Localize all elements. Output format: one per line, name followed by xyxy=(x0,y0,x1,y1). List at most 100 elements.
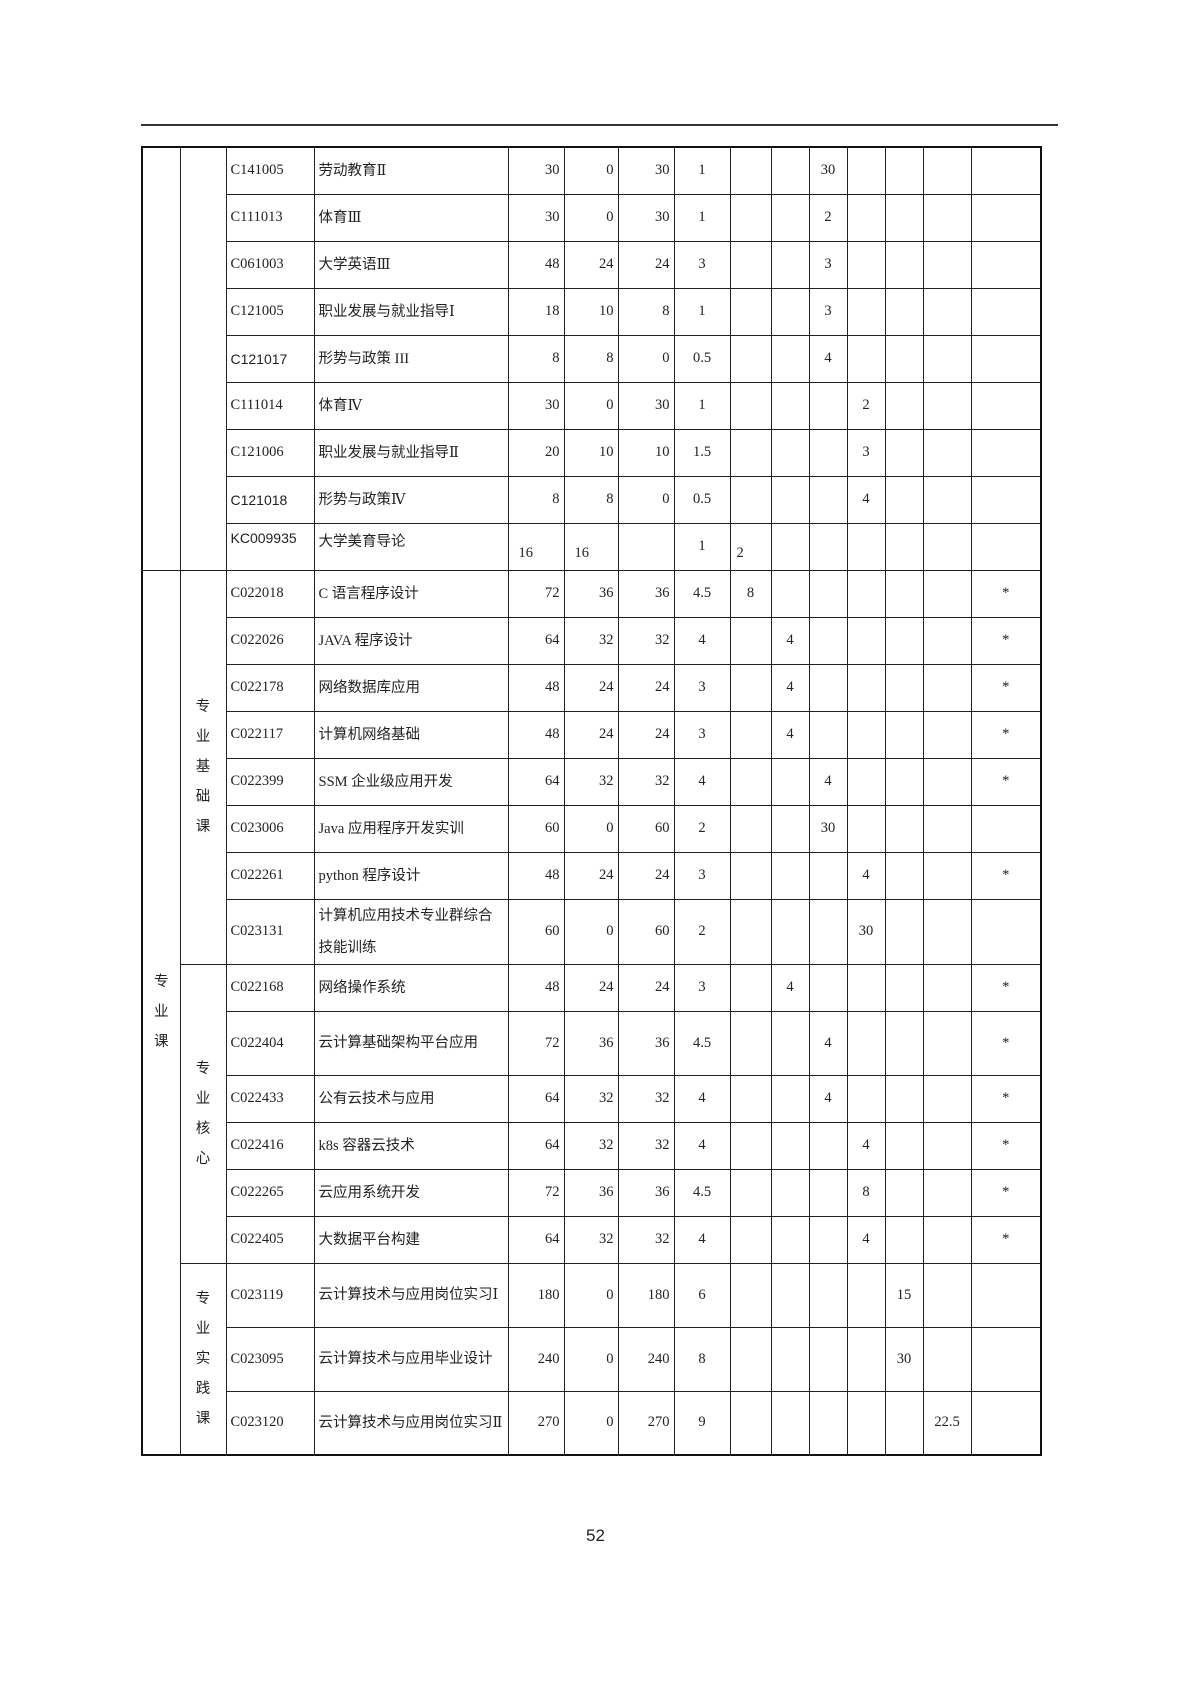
semester-hours-3 xyxy=(808,381,848,430)
theory-hours: 10 xyxy=(563,287,619,336)
semester-hours-5 xyxy=(884,193,924,242)
semester-hours-3: 3 xyxy=(808,240,848,289)
semester-hours-3 xyxy=(808,1215,848,1264)
semester-hours-5 xyxy=(884,287,924,336)
semester-hours-2 xyxy=(770,428,810,477)
semester-hours-6 xyxy=(922,804,972,853)
credits: 4 xyxy=(673,1121,731,1170)
semester-hours-3: 4 xyxy=(808,1074,848,1123)
theory-hours: 0 xyxy=(563,146,619,195)
semester-hours-6 xyxy=(922,1168,972,1217)
theory-hours: 8 xyxy=(563,475,619,524)
course-name: 职业发展与就业指导Ⅱ xyxy=(313,428,509,477)
core-course-mark: * xyxy=(970,616,1042,665)
semester-hours-5 xyxy=(884,616,924,665)
semester-hours-1 xyxy=(729,428,772,477)
theory-hours: 0 xyxy=(563,1390,619,1456)
practice-hours: 24 xyxy=(617,663,675,712)
semester-hours-3 xyxy=(808,898,848,965)
semester-hours-1: 8 xyxy=(729,569,772,618)
credits: 1.5 xyxy=(673,428,731,477)
total-hours: 20 xyxy=(507,428,565,477)
course-code: C022433 xyxy=(225,1074,315,1123)
semester-hours-4 xyxy=(846,334,886,383)
course-name: 体育Ⅲ xyxy=(313,193,509,242)
semester-hours-2 xyxy=(770,1262,810,1328)
semester-hours-6 xyxy=(922,1074,972,1123)
core-course-mark: * xyxy=(970,1074,1042,1123)
practice-hours: 30 xyxy=(617,193,675,242)
total-hours: 48 xyxy=(507,240,565,289)
credits: 4 xyxy=(673,616,731,665)
credits: 8 xyxy=(673,1326,731,1392)
semester-hours-5 xyxy=(884,428,924,477)
practice-hours: 32 xyxy=(617,616,675,665)
practice-hours xyxy=(617,522,675,571)
theory-hours: 32 xyxy=(563,757,619,806)
semester-hours-4 xyxy=(846,569,886,618)
semester-hours-2 xyxy=(770,757,810,806)
total-hours: 64 xyxy=(507,757,565,806)
theory-hours: 0 xyxy=(563,381,619,430)
practice-hours: 32 xyxy=(617,1215,675,1264)
semester-hours-2 xyxy=(770,1168,810,1217)
semester-hours-2 xyxy=(770,475,810,524)
course-code: KC009935 xyxy=(225,522,315,571)
semester-hours-2 xyxy=(770,1326,810,1392)
table-row: C022026 JAVA 程序设计 64 32 32 4 4 * xyxy=(142,616,1042,665)
course-code: C022404 xyxy=(225,1010,315,1076)
semester-hours-4: 3 xyxy=(846,428,886,477)
semester-hours-5 xyxy=(884,146,924,195)
total-hours: 48 xyxy=(507,663,565,712)
practice-hours: 24 xyxy=(617,710,675,759)
semester-hours-1 xyxy=(729,381,772,430)
credits: 3 xyxy=(673,663,731,712)
course-name: 云计算技术与应用岗位实习Ⅰ xyxy=(313,1262,509,1328)
semester-hours-3: 30 xyxy=(808,804,848,853)
course-name: 大学英语Ⅲ xyxy=(313,240,509,289)
semester-hours-4 xyxy=(846,1010,886,1076)
semester-hours-1 xyxy=(729,240,772,289)
practice-hours: 24 xyxy=(617,963,675,1012)
semester-hours-4 xyxy=(846,710,886,759)
theory-hours: 32 xyxy=(563,1074,619,1123)
practice-hours: 24 xyxy=(617,240,675,289)
semester-hours-6 xyxy=(922,616,972,665)
total-hours: 240 xyxy=(507,1326,565,1392)
semester-hours-1 xyxy=(729,1215,772,1264)
semester-hours-2: 4 xyxy=(770,663,810,712)
semester-hours-2: 4 xyxy=(770,616,810,665)
semester-hours-6 xyxy=(922,1010,972,1076)
subcategory-label xyxy=(179,146,227,571)
total-hours: 64 xyxy=(507,1215,565,1264)
course-code: C022178 xyxy=(225,663,315,712)
semester-hours-4 xyxy=(846,522,886,571)
core-course-mark: * xyxy=(970,1010,1042,1076)
semester-hours-1 xyxy=(729,1074,772,1123)
semester-hours-4 xyxy=(846,193,886,242)
total-hours: 60 xyxy=(507,898,565,965)
course-plan-table: C141005 劳动教育Ⅱ 30 0 30 1 30 C111013 体育Ⅲ 30 0 30 1 2 C06… xyxy=(141,146,1042,1456)
semester-hours-6 xyxy=(922,710,972,759)
semester-hours-4: 8 xyxy=(846,1168,886,1217)
credits: 1 xyxy=(673,522,731,571)
semester-hours-1: 2 xyxy=(729,522,772,571)
semester-hours-1 xyxy=(729,757,772,806)
practice-hours: 32 xyxy=(617,1121,675,1170)
theory-hours: 0 xyxy=(563,1262,619,1328)
core-course-mark xyxy=(970,1390,1042,1456)
semester-hours-2 xyxy=(770,334,810,383)
practice-hours: 32 xyxy=(617,1074,675,1123)
course-code: C141005 xyxy=(225,146,315,195)
theory-hours: 32 xyxy=(563,616,619,665)
theory-hours: 0 xyxy=(563,898,619,965)
core-course-mark: * xyxy=(970,1121,1042,1170)
table-row: C022117 计算机网络基础 48 24 24 3 4 * xyxy=(142,710,1042,759)
semester-hours-5 xyxy=(884,1121,924,1170)
course-name: 公有云技术与应用 xyxy=(313,1074,509,1123)
semester-hours-5 xyxy=(884,240,924,289)
semester-hours-5 xyxy=(884,334,924,383)
course-name: 大学美育导论 xyxy=(313,522,509,571)
subcategory-label-text: 专业核心 xyxy=(195,1060,211,1167)
core-course-mark: * xyxy=(970,851,1042,900)
